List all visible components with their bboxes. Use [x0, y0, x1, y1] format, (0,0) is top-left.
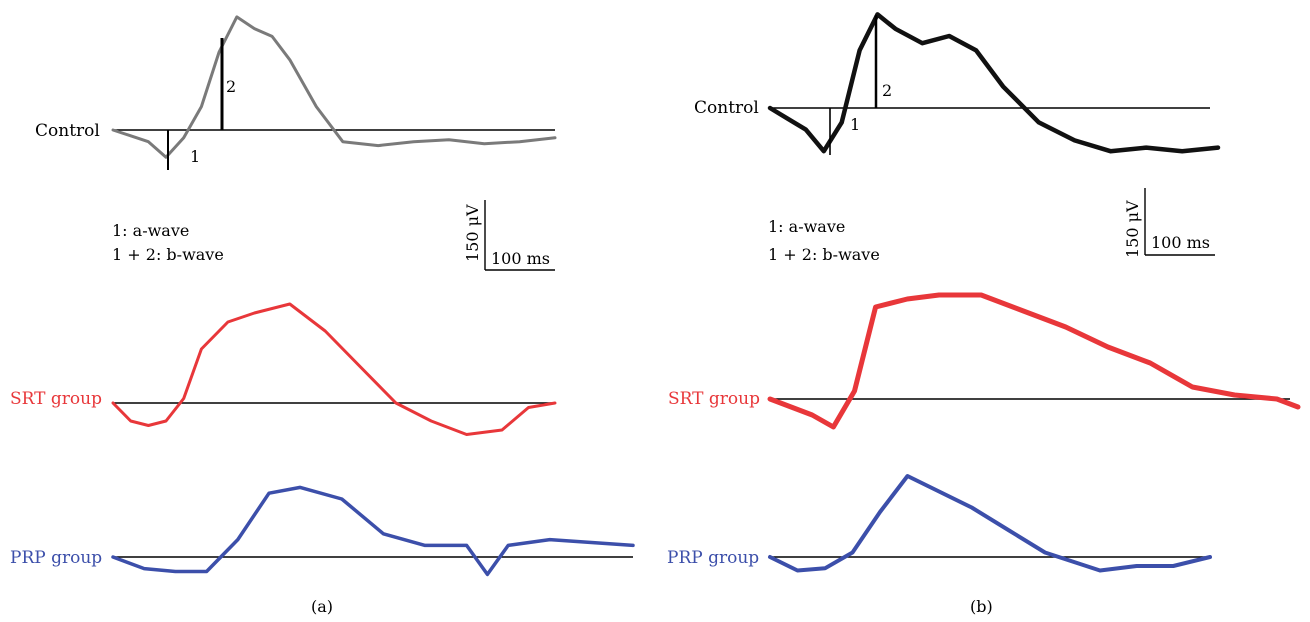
scale-time-label-b: 100 ms [1151, 233, 1210, 252]
trace-srt-b [767, 292, 1301, 430]
panel-b: Control 1 2 1: a-wave 1 + 2: b-wave 150 … [667, 12, 1301, 616]
trace-control-b [767, 12, 1221, 154]
series-label-srt-a: SRT group [10, 389, 102, 409]
marker-label-2-b: 2 [882, 81, 892, 100]
scale-bar-b: 150 μV 100 ms [1123, 188, 1215, 258]
series-label-control-a: Control [35, 121, 100, 141]
panel-b-prp: PRP group [667, 474, 1212, 573]
legend-line-1-b: 1: a-wave [768, 217, 845, 236]
caption-a: (a) [311, 597, 333, 616]
scale-time-label-a: 100 ms [491, 249, 550, 268]
trace-prp-b [768, 474, 1212, 573]
panel-a-srt: SRT group [10, 302, 557, 436]
scale-bar-a: 150 μV 100 ms [463, 200, 555, 271]
scale-voltage-label-a: 150 μV [463, 204, 482, 262]
trace-control-a [111, 15, 557, 159]
panel-a: Control 1 2 1: a-wave 1 + 2: b-wave 150 … [10, 15, 635, 616]
trace-srt-a [111, 302, 557, 436]
series-label-srt-b: SRT group [668, 389, 760, 409]
legend-line-2-b: 1 + 2: b-wave [768, 245, 880, 264]
series-label-prp-a: PRP group [10, 548, 102, 568]
marker-label-2-a: 2 [226, 77, 236, 96]
marker-label-1-a: 1 [190, 147, 200, 166]
series-label-control-b: Control [694, 98, 759, 118]
caption-b: (b) [970, 597, 993, 616]
legend-line-2-a: 1 + 2: b-wave [112, 245, 224, 264]
legend-line-1-a: 1: a-wave [112, 221, 189, 240]
panel-b-srt: SRT group [668, 292, 1301, 430]
panel-a-control: Control 1 2 [35, 15, 557, 170]
marker-label-1-b: 1 [850, 115, 860, 134]
trace-prp-a [111, 485, 635, 577]
scale-voltage-label-b: 150 μV [1123, 200, 1142, 258]
panel-b-control: Control 1 2 [694, 12, 1221, 155]
panel-a-prp: PRP group [10, 485, 635, 577]
series-label-prp-b: PRP group [667, 548, 759, 568]
